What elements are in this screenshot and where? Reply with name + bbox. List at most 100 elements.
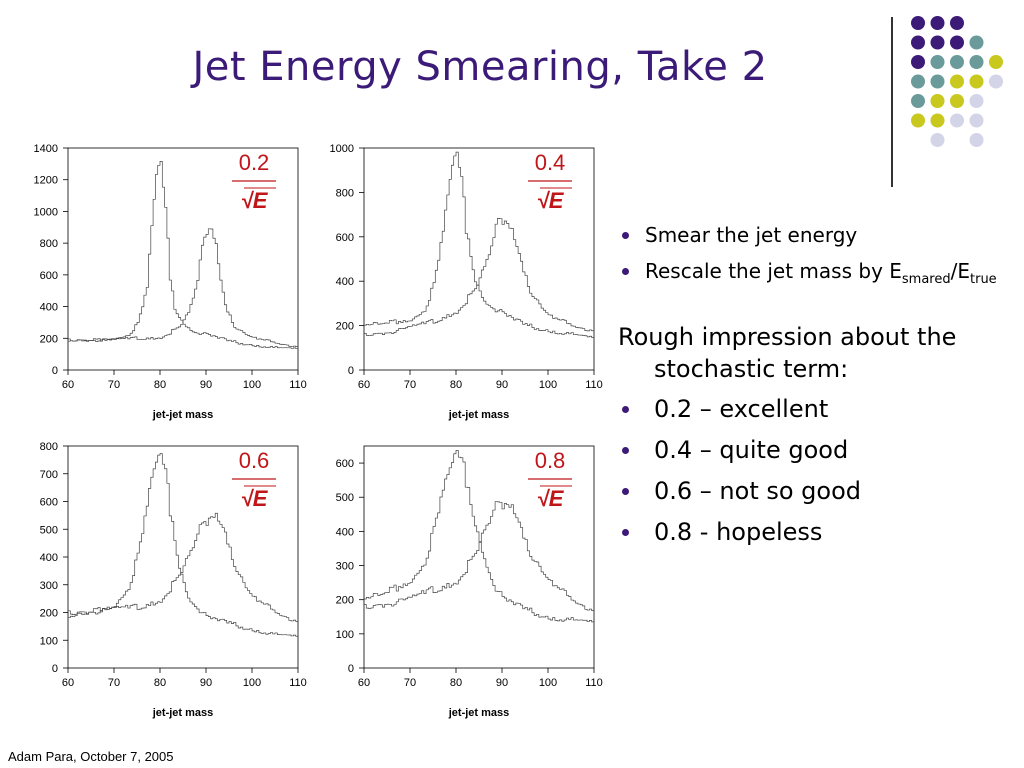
y-tick-label: 1000 — [34, 206, 58, 218]
histogram-panel-0.2: 0 200 400 600 800 1000 1200 1400 60 70 80 90 100 110 j… — [34, 143, 307, 421]
resolution-coefficient: 0.2 — [239, 150, 270, 175]
sqrt-energy: √E — [537, 188, 565, 213]
y-tick-label: 700 — [40, 469, 58, 481]
decor-dot — [930, 94, 945, 108]
decor-dot — [911, 74, 925, 89]
x-tick-label: 70 — [404, 677, 416, 689]
rating-item: 0.4 – quite good — [618, 434, 1008, 466]
y-tick-label: 100 — [40, 635, 58, 647]
x-tick-label: 70 — [108, 677, 120, 689]
x-axis-label: jet-jet mass — [448, 707, 510, 719]
decor-dot — [950, 35, 964, 50]
divider-line — [891, 17, 893, 187]
x-tick-label: 110 — [585, 379, 603, 391]
histogram-panel-0.6: 0 100 200 300 400 500 600 700 800 60 70 80 90 100 110 j… — [40, 441, 307, 719]
y-tick-label: 800 — [40, 441, 58, 453]
y-tick-label: 800 — [336, 187, 354, 199]
y-tick-label: 300 — [336, 561, 354, 573]
x-tick-label: 80 — [450, 379, 462, 391]
decor-dot — [969, 55, 984, 69]
y-tick-label: 600 — [40, 497, 58, 509]
footer-author-date: Adam Para, October 7, 2005 — [8, 749, 174, 764]
decor-dot — [930, 133, 945, 147]
histogram-series-line — [364, 501, 594, 611]
decor-dot — [969, 35, 984, 50]
y-tick-label: 200 — [336, 321, 354, 333]
sqrt-energy: √E — [537, 486, 565, 511]
resolution-coefficient: 0.8 — [535, 448, 566, 473]
decor-dot — [911, 16, 925, 30]
rating-item: 0.6 – not so good — [618, 475, 1008, 507]
y-tick-label: 0 — [52, 365, 58, 377]
x-tick-label: 80 — [154, 379, 166, 391]
rating-text: 0.4 – quite good — [654, 436, 849, 464]
histogram-panel-0.4: 0 200 400 600 800 1000 60 70 80 90 100 110 jet-jet m… — [330, 143, 603, 421]
y-tick-label: 100 — [336, 629, 354, 641]
y-tick-label: 500 — [40, 524, 58, 536]
decor-dot — [930, 16, 945, 30]
decor-dot — [969, 94, 984, 108]
plot-frame — [363, 445, 595, 669]
rating-text: 0.8 - hopeless — [654, 518, 823, 546]
x-tick-label: 90 — [200, 677, 212, 689]
bullet-item: Smear the jet energy — [618, 222, 1008, 248]
decor-dot — [950, 55, 964, 69]
histogram-series-line — [68, 228, 298, 347]
decor-dot — [911, 113, 925, 128]
decor-dot — [950, 113, 964, 128]
x-tick-label: 100 — [539, 677, 557, 689]
histogram-panel-0.8: 0 100 200 300 400 500 600 60 70 80 90 100 110 jet-jet… — [336, 445, 603, 719]
decor-dot — [969, 113, 984, 128]
decor-dot — [930, 113, 945, 128]
rating-text: 0.2 – excellent — [654, 395, 829, 423]
decor-dot — [930, 35, 945, 50]
decor-dot — [911, 94, 925, 108]
histogram-series-line — [364, 151, 594, 338]
y-tick-label: 200 — [40, 608, 58, 620]
x-tick-label: 90 — [496, 677, 508, 689]
rating-item: 0.2 – excellent — [618, 393, 1008, 425]
x-tick-label: 80 — [154, 677, 166, 689]
decor-dot — [969, 133, 984, 147]
y-tick-label: 200 — [40, 333, 58, 345]
x-axis-label: jet-jet mass — [448, 409, 510, 421]
rating-text: 0.6 – not so good — [654, 477, 862, 505]
y-tick-label: 400 — [336, 276, 354, 288]
decor-dot — [911, 55, 925, 69]
rough-impression-heading: Rough impression about the stochastic te… — [618, 323, 957, 383]
x-tick-label: 70 — [108, 379, 120, 391]
x-tick-label: 60 — [358, 379, 370, 391]
x-tick-label: 110 — [289, 677, 307, 689]
decor-dot — [969, 74, 984, 89]
y-tick-label: 0 — [348, 663, 354, 675]
sqrt-energy: √E — [241, 486, 269, 511]
x-tick-label: 100 — [539, 379, 557, 391]
decor-dot — [911, 35, 925, 50]
slide-title: Jet Energy Smearing, Take 2 — [192, 44, 768, 90]
decor-dot — [930, 74, 945, 89]
x-tick-label: 60 — [358, 677, 370, 689]
x-tick-label: 90 — [200, 379, 212, 391]
x-tick-label: 80 — [450, 677, 462, 689]
decorative-dot-grid — [911, 16, 1003, 147]
resolution-coefficient: 0.6 — [239, 448, 270, 473]
y-tick-label: 400 — [40, 302, 58, 314]
bullet-text: Rescale the jet mass by Esmared/Etrue — [645, 259, 997, 287]
histogram-series-line — [364, 218, 594, 336]
y-tick-label: 0 — [52, 663, 58, 675]
bullet-icon — [622, 529, 629, 536]
bullet-item: Rescale the jet mass by Esmared/Etrue — [618, 258, 1008, 293]
x-tick-label: 60 — [62, 677, 74, 689]
decor-dot — [989, 55, 1003, 69]
decor-dot — [950, 16, 964, 30]
y-tick-label: 1400 — [34, 143, 58, 155]
histogram-series-line — [364, 450, 594, 623]
bullet-icon — [622, 232, 629, 239]
y-tick-label: 200 — [336, 595, 354, 607]
y-tick-label: 600 — [40, 270, 58, 282]
decor-dot — [950, 94, 964, 108]
bullet-icon — [622, 488, 629, 495]
x-tick-label: 110 — [289, 379, 307, 391]
bullet-list: Smear the jet energy Rescale the jet mas… — [618, 222, 1008, 557]
y-tick-label: 1200 — [34, 175, 58, 187]
